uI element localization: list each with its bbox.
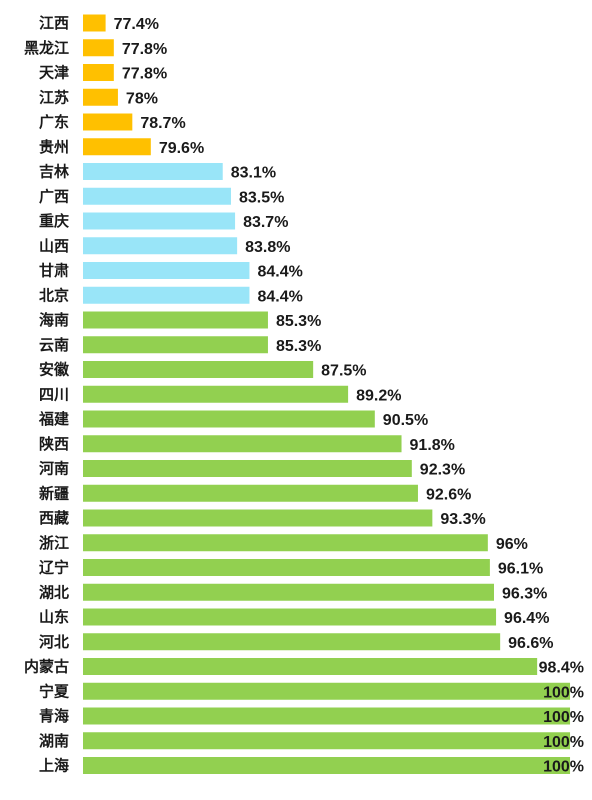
value-label: 83.8% [245,239,290,256]
bar [83,732,571,750]
bar [83,435,402,453]
category-label: 云南 [39,336,69,354]
category-label: 内蒙古 [24,658,69,676]
category-label: 海南 [39,311,69,329]
value-label: 89.2% [356,387,401,404]
category-label: 河北 [39,633,69,651]
value-label: 85.3% [276,338,321,355]
bar [83,64,114,81]
category-label: 北京 [39,286,69,304]
value-label: 84.4% [257,288,302,305]
bar [83,286,250,304]
bar [83,410,375,428]
value-label: 78.7% [140,115,185,132]
bar [83,534,488,552]
bar [83,757,571,774]
category-label: 浙江 [39,534,69,552]
bar [83,237,238,255]
bar [83,633,501,651]
bar [83,163,223,180]
value-label: 92.6% [426,486,471,503]
category-label: 江苏 [39,88,69,106]
value-label: 91.8% [410,437,455,454]
value-label: 96.1% [498,561,543,578]
bar [83,608,497,626]
category-label: 广东 [39,113,69,131]
value-label: 96.3% [502,585,547,602]
value-label: 83.7% [243,214,288,231]
category-label: 湖北 [39,583,69,601]
category-label: 河南 [39,460,69,478]
value-label: 96.4% [504,610,549,627]
value-label: 85.3% [276,313,321,330]
bar [83,187,231,205]
category-label: 湖南 [39,732,69,750]
bar [83,361,314,378]
value-label: 100% [543,709,584,726]
bar [83,14,106,32]
category-label: 甘肃 [39,262,69,280]
value-label: 90.5% [383,412,428,429]
bar [83,559,490,576]
category-label: 广西 [39,187,69,205]
value-label: 83.1% [231,165,276,182]
category-label: 山东 [39,608,69,626]
bar [83,509,433,527]
bar [83,138,151,156]
value-label: 100% [543,684,584,701]
category-label: 辽宁 [39,559,69,577]
bar [83,39,114,57]
bar [83,460,412,477]
bar [83,113,133,131]
category-label: 吉林 [39,163,70,181]
value-label: 84.4% [257,264,302,281]
bar [83,212,236,230]
bar [83,658,538,675]
bar [83,707,571,725]
value-label: 77.4% [114,16,159,33]
category-label: 上海 [39,757,69,775]
category-label: 安徽 [39,361,70,379]
category-label: 陕西 [39,435,69,453]
category-label: 江西 [39,14,69,32]
value-label: 87.5% [321,363,366,380]
value-label: 77.8% [122,66,167,83]
bar [83,484,418,502]
value-label: 78% [126,90,158,107]
bar [83,385,349,403]
value-label: 96.6% [508,635,553,652]
category-label: 重庆 [39,212,69,230]
value-label: 98.4% [539,660,584,677]
value-label: 100% [543,759,584,776]
bar [83,88,118,106]
category-label: 新疆 [39,484,69,502]
category-label: 宁夏 [39,682,70,700]
value-label: 83.5% [239,189,284,206]
category-label: 贵州 [39,138,69,156]
bar [83,336,268,354]
bar [83,262,250,279]
category-label: 四川 [39,385,69,403]
category-label: 天津 [39,64,69,82]
bar [83,682,571,700]
category-label: 山西 [39,237,69,255]
value-label: 96% [496,536,528,553]
category-label: 西藏 [39,509,69,527]
value-label: 93.3% [440,511,485,528]
bar [83,583,494,601]
value-label: 92.3% [420,462,465,479]
value-label: 77.8% [122,41,167,58]
category-label: 福建 [38,410,70,428]
category-label: 黑龙江 [24,39,69,57]
bar [83,311,268,329]
category-label: 青海 [39,707,69,725]
value-label: 100% [543,734,584,751]
value-label: 79.6% [159,140,204,157]
